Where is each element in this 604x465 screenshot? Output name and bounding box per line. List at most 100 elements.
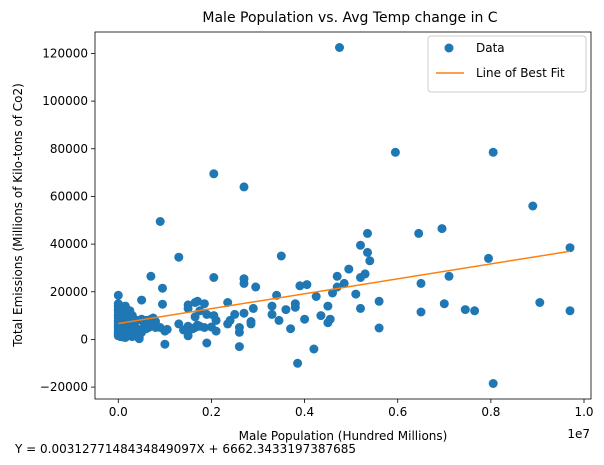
data-point xyxy=(356,240,365,250)
data-point xyxy=(488,147,498,157)
data-point xyxy=(295,281,305,291)
data-point xyxy=(183,303,193,313)
x-axis-offset-label: 1e7 xyxy=(567,427,590,441)
legend-box xyxy=(427,35,587,93)
data-point xyxy=(174,252,184,262)
y-axis-label: Total Emissions (Millions of Kilo-tons o… xyxy=(11,83,25,348)
x-tick-label: 0.8 xyxy=(481,405,500,419)
data-point xyxy=(160,339,170,349)
x-tick-label: 0.0 xyxy=(109,405,128,419)
data-point xyxy=(113,290,123,300)
data-point xyxy=(276,251,286,261)
data-point xyxy=(246,319,256,329)
data-point xyxy=(528,201,538,211)
data-point xyxy=(316,311,326,321)
data-point xyxy=(199,323,209,332)
y-tick-label: 120000 xyxy=(42,46,88,60)
data-point xyxy=(339,278,349,288)
data-point xyxy=(535,298,545,307)
x-tick-label: 0.4 xyxy=(295,405,314,419)
data-point xyxy=(414,228,424,238)
data-point xyxy=(211,315,221,325)
data-point xyxy=(323,301,333,311)
data-point xyxy=(374,296,384,306)
data-point xyxy=(274,315,284,325)
data-point xyxy=(239,182,249,192)
data-point xyxy=(439,299,449,309)
data-point xyxy=(565,243,575,253)
data-point xyxy=(281,305,291,315)
data-point xyxy=(363,247,372,257)
data-point xyxy=(248,303,258,313)
legend-data-marker xyxy=(444,43,454,53)
data-point xyxy=(209,169,219,179)
data-point xyxy=(565,306,575,316)
data-point xyxy=(416,278,426,288)
data-point xyxy=(234,323,244,332)
data-point xyxy=(230,309,240,319)
y-tick-label: 60000 xyxy=(50,189,88,203)
data-points xyxy=(113,43,575,388)
data-point xyxy=(202,338,212,348)
y-tick-label: 40000 xyxy=(50,237,88,251)
best-fit-line xyxy=(118,250,571,325)
best-fit-line-group xyxy=(118,250,571,325)
data-point xyxy=(223,298,233,307)
data-point xyxy=(344,264,354,274)
y-axis: −20000 0 20000 40000 60000 80000 100000 120000 xyxy=(40,46,95,394)
data-point xyxy=(390,147,400,157)
data-point xyxy=(335,43,344,52)
data-point xyxy=(211,326,221,336)
data-point xyxy=(325,314,335,324)
data-point xyxy=(300,314,310,324)
data-point xyxy=(183,331,193,341)
data-point xyxy=(158,283,167,293)
data-point xyxy=(286,324,296,334)
y-tick-label: 0 xyxy=(80,332,88,346)
legend-data-label: Data xyxy=(476,41,505,55)
x-tick-label: 0.6 xyxy=(388,405,407,419)
x-tick-label: 0.2 xyxy=(202,405,221,419)
data-point xyxy=(444,271,454,281)
data-point xyxy=(209,273,219,282)
data-point xyxy=(356,303,365,313)
y-tick-label: 80000 xyxy=(50,142,88,156)
data-point xyxy=(360,269,370,279)
data-point xyxy=(137,295,147,305)
x-axis: 0.0 0.2 0.4 0.6 0.8 1.0 xyxy=(109,399,594,419)
data-point xyxy=(234,342,244,352)
data-point xyxy=(311,292,321,301)
data-point xyxy=(332,271,342,281)
data-point xyxy=(293,358,303,368)
chart-title: Male Population vs. Avg Temp change in C xyxy=(202,10,497,26)
x-axis-label: Male Population (Hundred Millions) xyxy=(239,429,448,443)
plot-area-frame xyxy=(94,31,592,400)
regression-equation: Y = 0.003127714843484909​7X + 6662.34331… xyxy=(14,442,356,456)
data-point xyxy=(351,289,361,299)
y-tick-label: 100000 xyxy=(42,94,88,108)
data-point xyxy=(488,379,498,388)
data-point xyxy=(267,309,277,319)
y-tick-label: 20000 xyxy=(50,285,88,299)
data-point xyxy=(302,280,312,290)
data-point xyxy=(162,324,172,334)
legend-fit-label: Line of Best Fit xyxy=(476,66,565,80)
data-point xyxy=(470,306,480,316)
data-point xyxy=(199,299,209,309)
data-point xyxy=(437,224,447,234)
data-point xyxy=(155,217,165,226)
data-point xyxy=(202,309,212,319)
data-point xyxy=(239,278,249,288)
data-point xyxy=(484,253,493,263)
data-point xyxy=(267,301,277,311)
data-point xyxy=(251,282,261,292)
data-point xyxy=(239,308,249,318)
data-point xyxy=(374,323,384,333)
data-point xyxy=(460,305,470,315)
x-tick-label: 1.0 xyxy=(574,405,593,419)
y-tick-label: −20000 xyxy=(40,380,88,394)
data-point xyxy=(158,299,167,309)
data-point xyxy=(416,307,426,317)
legend: Data Line of Best Fit xyxy=(427,35,587,93)
data-point xyxy=(193,296,202,306)
